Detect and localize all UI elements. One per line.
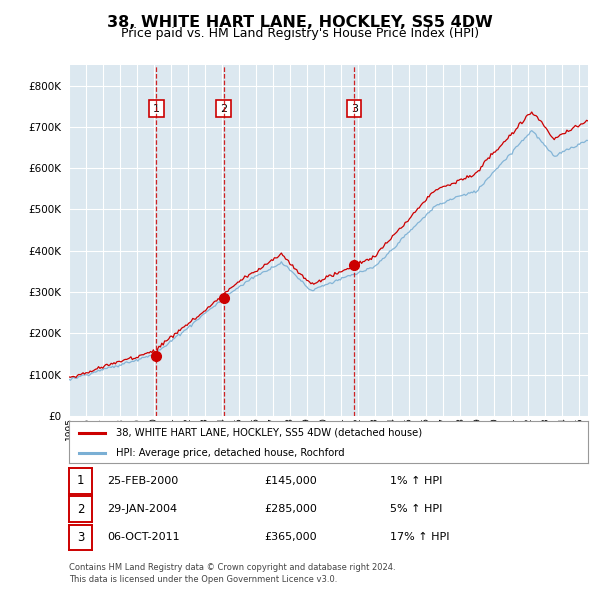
Text: 1: 1 [77, 474, 84, 487]
Text: £365,000: £365,000 [264, 533, 317, 542]
Text: 5% ↑ HPI: 5% ↑ HPI [390, 504, 442, 514]
Text: Price paid vs. HM Land Registry's House Price Index (HPI): Price paid vs. HM Land Registry's House … [121, 27, 479, 40]
Text: 2: 2 [77, 503, 84, 516]
Text: 38, WHITE HART LANE, HOCKLEY, SS5 4DW: 38, WHITE HART LANE, HOCKLEY, SS5 4DW [107, 15, 493, 30]
Text: £145,000: £145,000 [264, 476, 317, 486]
Text: This data is licensed under the Open Government Licence v3.0.: This data is licensed under the Open Gov… [69, 575, 337, 584]
Text: Contains HM Land Registry data © Crown copyright and database right 2024.: Contains HM Land Registry data © Crown c… [69, 563, 395, 572]
Text: 2: 2 [220, 104, 227, 114]
Text: 1: 1 [153, 104, 160, 114]
Text: 3: 3 [77, 531, 84, 544]
Text: HPI: Average price, detached house, Rochford: HPI: Average price, detached house, Roch… [116, 448, 344, 457]
Text: 3: 3 [351, 104, 358, 114]
Bar [157, 65, 224, 416]
Text: 1% ↑ HPI: 1% ↑ HPI [390, 476, 442, 486]
Text: 38, WHITE HART LANE, HOCKLEY, SS5 4DW (detached house): 38, WHITE HART LANE, HOCKLEY, SS5 4DW (d… [116, 428, 422, 438]
Text: 29-JAN-2004: 29-JAN-2004 [107, 504, 177, 514]
Text: 17% ↑ HPI: 17% ↑ HPI [390, 533, 449, 542]
Text: 06-OCT-2011: 06-OCT-2011 [107, 533, 179, 542]
Text: £285,000: £285,000 [264, 504, 317, 514]
Text: 25-FEB-2000: 25-FEB-2000 [107, 476, 178, 486]
